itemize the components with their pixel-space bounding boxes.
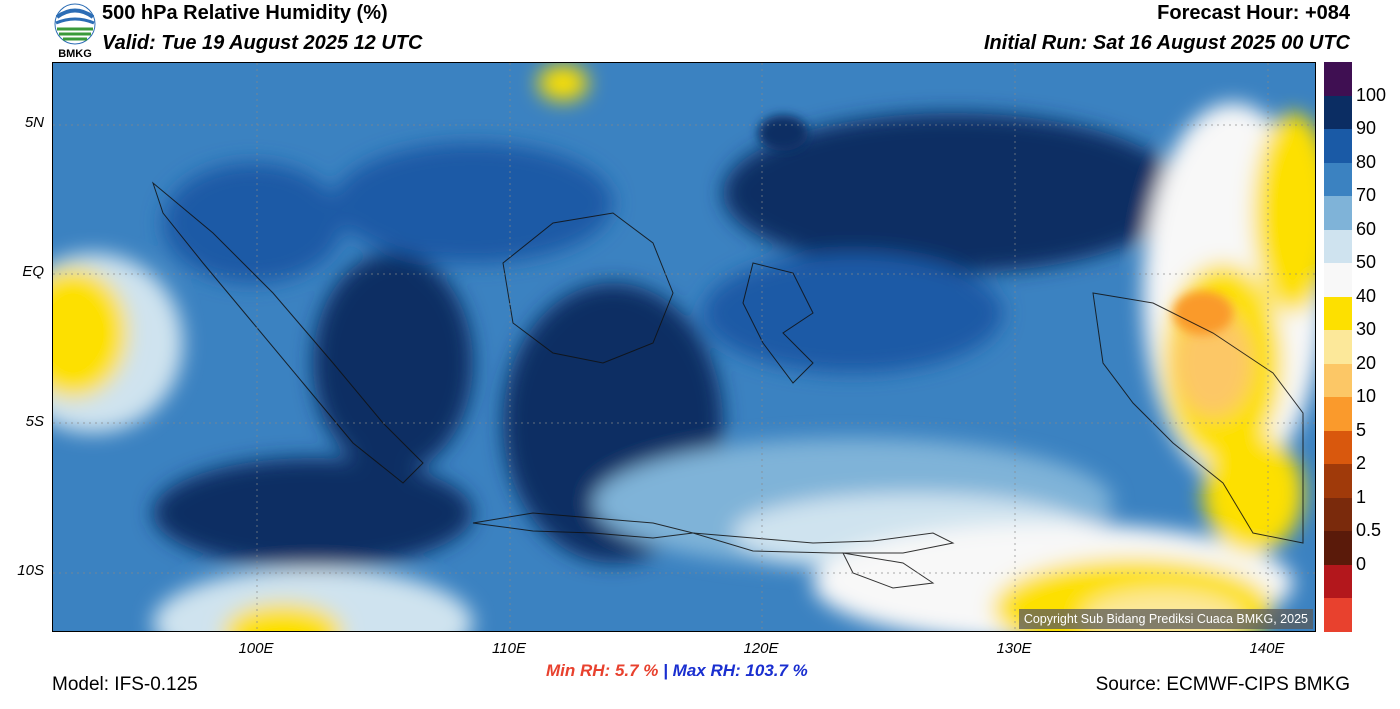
colorbar-tick-label: 5 bbox=[1356, 419, 1367, 440]
colorbar-cell bbox=[1324, 430, 1352, 465]
valid-time: Valid: Tue 19 August 2025 12 UTC bbox=[102, 32, 423, 54]
model-label: Model: IFS-0.125 bbox=[52, 674, 198, 695]
colorbar-cell bbox=[1324, 296, 1352, 331]
lon-label-110e: 110E bbox=[492, 640, 526, 657]
initial-run: Initial Run: Sat 16 August 2025 00 UTC bbox=[983, 32, 1350, 54]
colorbar-cell bbox=[1324, 464, 1352, 499]
colorbar-cell bbox=[1324, 229, 1352, 264]
colorbar bbox=[1324, 62, 1352, 633]
colorbar-tick-label: 90 bbox=[1356, 118, 1377, 139]
humidity-map: Copyright Sub Bidang Prediksi Cuaca BMKG… bbox=[52, 62, 1316, 632]
colorbar-cell bbox=[1324, 598, 1352, 633]
colorbar-tick-label: 2 bbox=[1356, 453, 1367, 474]
colorbar-cell bbox=[1324, 497, 1352, 532]
colorbar-cell bbox=[1324, 397, 1352, 432]
colorbar-tick-label: 100 bbox=[1356, 84, 1387, 105]
colorbar-cell bbox=[1324, 129, 1352, 164]
colorbar-cell bbox=[1324, 564, 1352, 599]
colorbar-cell bbox=[1324, 196, 1352, 231]
colorbar-tick-label: 80 bbox=[1356, 151, 1377, 172]
colorbar-tick-label: 70 bbox=[1356, 185, 1377, 206]
colorbar-cell bbox=[1324, 62, 1352, 97]
max-rh-value: Max RH: 103.7 % bbox=[672, 661, 808, 680]
humidity-field bbox=[53, 63, 1315, 631]
copyright-label: Copyright Sub Bidang Prediksi Cuaca BMKG… bbox=[1018, 609, 1313, 629]
bmkg-logo: BMKG bbox=[52, 2, 98, 60]
colorbar-cell bbox=[1324, 330, 1352, 365]
lat-label-5s: 5S bbox=[25, 413, 44, 430]
colorbar-tick-label: 60 bbox=[1356, 218, 1377, 239]
colorbar-cell bbox=[1324, 95, 1352, 130]
bmkg-logo-emblem-icon bbox=[54, 3, 96, 45]
lon-label-100e: 100E bbox=[238, 640, 274, 657]
lon-label-130e: 130E bbox=[996, 640, 1032, 657]
lon-label-140e: 140E bbox=[1249, 640, 1285, 657]
colorbar-tick-label: 1 bbox=[1356, 486, 1367, 507]
colorbar-cell bbox=[1324, 363, 1352, 398]
colorbar-tick-label: 0.5 bbox=[1356, 520, 1382, 541]
lat-label-eq: EQ bbox=[22, 263, 44, 280]
min-rh-value: 5.7 % bbox=[614, 661, 659, 680]
colorbar-tick-label: 30 bbox=[1356, 319, 1377, 340]
colorbar-tick-label: 50 bbox=[1356, 252, 1377, 273]
lon-label-120e: 120E bbox=[743, 640, 779, 657]
lat-label-5n: 5N bbox=[24, 114, 44, 131]
colorbar-tick-label: 40 bbox=[1356, 285, 1377, 306]
colorbar-cell bbox=[1324, 162, 1352, 197]
colorbar-cell bbox=[1324, 531, 1352, 566]
stats-separator: | bbox=[663, 661, 668, 680]
colorbar-tick-label: 20 bbox=[1356, 352, 1377, 373]
source-label: Source: ECMWF-CIPS BMKG bbox=[1095, 674, 1350, 695]
logo-text: BMKG bbox=[58, 48, 92, 60]
min-rh-label: Min RH: bbox=[546, 661, 611, 680]
lat-label-10s: 10S bbox=[17, 562, 44, 579]
map-title: 500 hPa Relative Humidity (%) bbox=[102, 2, 388, 24]
colorbar-tick-label: 0 bbox=[1356, 553, 1367, 574]
forecast-hour: Forecast Hour: +084 bbox=[1157, 2, 1350, 24]
colorbar-tick-label: 10 bbox=[1356, 386, 1377, 407]
min-max-readout: Min RH: 5.7 % | Max RH: 103.7 % bbox=[546, 661, 808, 681]
colorbar-cell bbox=[1324, 263, 1352, 298]
